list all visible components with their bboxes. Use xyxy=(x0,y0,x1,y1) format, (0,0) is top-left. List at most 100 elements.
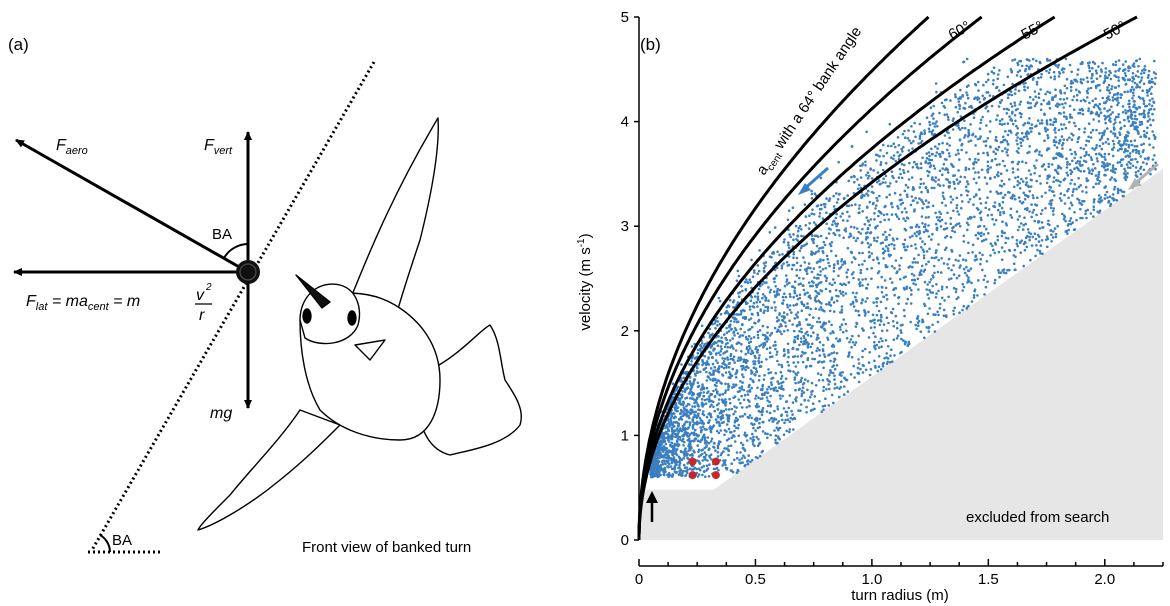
scatter-point xyxy=(1077,127,1081,131)
scatter-point xyxy=(753,295,757,298)
scatter-point xyxy=(1052,139,1056,142)
scatter-point xyxy=(1008,115,1011,118)
scatter-point xyxy=(906,344,910,348)
scatter-point xyxy=(1074,153,1078,156)
scatter-point xyxy=(778,437,781,441)
scatter-point xyxy=(890,213,894,216)
scatter-point xyxy=(912,139,915,143)
scatter-point xyxy=(681,390,684,393)
scatter-point xyxy=(1142,115,1146,119)
scatter-point xyxy=(915,163,919,166)
scatter-point xyxy=(675,440,679,443)
scatter-point xyxy=(998,100,1002,104)
scatter-point xyxy=(1135,175,1139,178)
scatter-point xyxy=(1079,184,1082,187)
scatter-point xyxy=(819,273,822,277)
scatter-point xyxy=(1133,81,1137,85)
scatter-point xyxy=(909,226,912,229)
scatter-point xyxy=(947,185,951,188)
scatter-point xyxy=(746,415,750,419)
scatter-point xyxy=(842,393,846,396)
scatter-point xyxy=(874,207,877,210)
scatter-point xyxy=(855,321,858,325)
scatter-point xyxy=(977,279,980,282)
scatter-point xyxy=(1031,57,1035,61)
scatter-point xyxy=(865,130,868,134)
scatter-point xyxy=(978,100,982,104)
scatter-point xyxy=(756,444,760,448)
scatter-point xyxy=(738,335,741,339)
scatter-point xyxy=(1124,82,1128,86)
scatter-point xyxy=(1033,171,1036,175)
scatter-point xyxy=(746,351,750,354)
scatter-point xyxy=(846,390,850,393)
scatter-point xyxy=(964,259,968,262)
scatter-point xyxy=(755,405,759,409)
scatter-point xyxy=(716,392,719,395)
scatter-point xyxy=(806,302,809,305)
scatter-point xyxy=(1046,134,1049,137)
scatter-point xyxy=(1093,148,1096,151)
scatter-point xyxy=(802,342,805,346)
scatter-point xyxy=(940,285,944,289)
scatter-point xyxy=(946,263,949,266)
scatter-point xyxy=(738,458,741,462)
scatter-point xyxy=(967,167,971,171)
scatter-point xyxy=(843,196,846,200)
scatter-point xyxy=(684,388,688,391)
scatter-point xyxy=(852,305,856,308)
scatter-point xyxy=(1076,160,1080,163)
scatter-point xyxy=(934,122,937,125)
scatter-point xyxy=(1044,129,1048,133)
scatter-point xyxy=(699,419,703,422)
scatter-point xyxy=(707,421,710,425)
scatter-point xyxy=(997,250,1001,254)
scatter-point xyxy=(1077,112,1080,115)
scatter-point xyxy=(857,207,861,210)
scatter-point xyxy=(1079,207,1082,211)
scatter-point xyxy=(776,287,779,291)
scatter-point xyxy=(749,460,752,464)
scatter-point xyxy=(1150,80,1153,84)
scatter-point xyxy=(990,213,993,217)
scatter-point xyxy=(707,363,711,366)
scatter-point xyxy=(701,385,704,389)
scatter-point xyxy=(832,360,836,363)
scatter-point xyxy=(743,412,747,416)
scatter-point xyxy=(973,215,976,219)
scatter-point xyxy=(859,186,863,190)
scatter-point xyxy=(682,427,685,430)
scatter-point xyxy=(1088,69,1092,73)
scatter-point xyxy=(1062,106,1065,109)
scatter-point xyxy=(1094,182,1098,186)
scatter-point xyxy=(1089,212,1093,215)
scatter-point xyxy=(726,382,730,386)
scatter-point xyxy=(866,231,869,234)
scatter-point xyxy=(979,118,983,122)
scatter-point xyxy=(815,261,819,264)
scatter-point xyxy=(1084,160,1088,163)
scatter-point xyxy=(742,375,745,379)
scatter-point xyxy=(766,325,769,329)
scatter-point xyxy=(819,306,823,309)
scatter-point xyxy=(902,145,905,149)
scatter-point xyxy=(809,266,812,270)
scatter-point xyxy=(707,441,711,445)
scatter-point xyxy=(749,280,752,284)
scatter-point xyxy=(1111,111,1114,114)
scatter-point xyxy=(1133,125,1136,129)
scatter-point xyxy=(1111,96,1115,99)
scatter-point xyxy=(673,470,677,474)
scatter-point xyxy=(1075,166,1079,169)
scatter-point xyxy=(835,299,839,303)
scatter-point xyxy=(746,398,750,402)
scatter-point xyxy=(1142,111,1145,115)
scatter-point xyxy=(965,221,969,225)
scatter-point xyxy=(993,241,997,245)
scatter-point xyxy=(998,275,1001,279)
scatter-point xyxy=(710,403,713,407)
scatter-point xyxy=(747,348,750,352)
scatter-point xyxy=(1148,99,1152,102)
scatter-point xyxy=(946,168,949,171)
scatter-point xyxy=(907,149,911,152)
